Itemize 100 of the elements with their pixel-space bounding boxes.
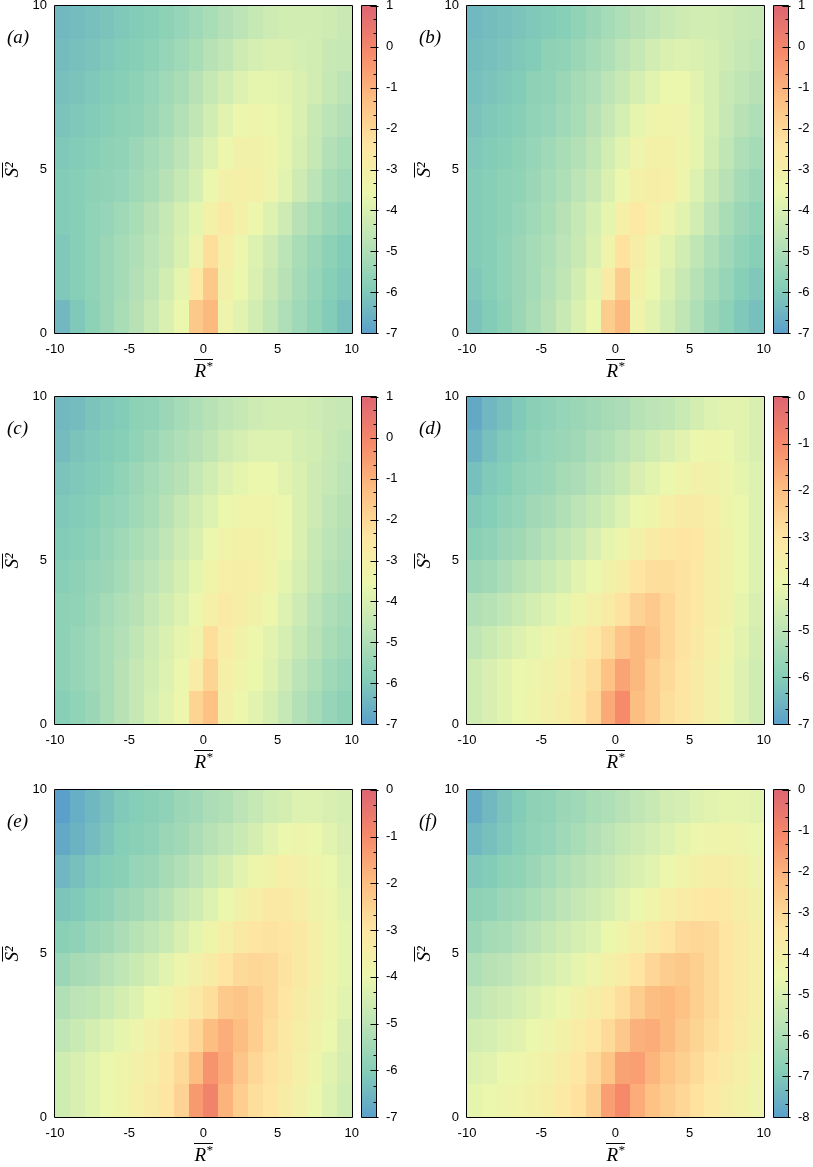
color-bar-label: -4 [386, 968, 398, 984]
y-axis-title: S² [1, 161, 22, 178]
y-tick-label: 0 [39, 324, 47, 340]
x-tick-label: 0 [611, 1125, 619, 1141]
color-bar-label: 1 [386, 388, 394, 404]
color-bar-label: -4 [798, 945, 810, 961]
color-bar-label: 1 [798, 0, 806, 13]
x-tick-label: 0 [199, 732, 207, 748]
y-tick-label: 0 [451, 324, 459, 340]
color-bar-label: -2 [386, 120, 398, 136]
color-bar-label: -7 [386, 324, 398, 340]
color-bar-label: 0 [386, 38, 394, 54]
x-tick-label: -5 [535, 1125, 547, 1141]
color-bar-label: -1 [798, 822, 810, 838]
color-bar-label: -7 [798, 324, 810, 340]
x-tick-label: 10 [344, 732, 359, 748]
color-bar-label: 0 [386, 429, 394, 445]
x-axis-title: R$^{*}$ [194, 748, 213, 772]
x-tick-label: 0 [199, 1125, 207, 1141]
y-tick-label: 10 [32, 388, 47, 404]
text: (d) [419, 417, 442, 438]
color-bar-label: -1 [386, 470, 398, 486]
y-axis-title: S² [413, 161, 434, 178]
color-bar-label: 0 [386, 781, 394, 797]
x-tick-label: -10 [457, 1125, 477, 1141]
color-bar-label: -7 [386, 715, 398, 731]
x-tick-label: -5 [535, 732, 547, 748]
color-bar-label: 0 [798, 388, 806, 404]
text: (b) [419, 26, 442, 47]
y-tick-label: 10 [444, 0, 459, 13]
color-bar-label: -3 [798, 904, 810, 920]
y-tick-label: 5 [39, 160, 47, 176]
y-axis-title: S² [1, 945, 22, 962]
color-bar-label: -3 [386, 161, 398, 177]
y-tick-label: 5 [451, 160, 459, 176]
y-tick-label: 5 [39, 551, 47, 567]
color-bar-label: -2 [386, 874, 398, 890]
color-bar-label: -5 [386, 633, 398, 649]
color-bar-label: -5 [798, 986, 810, 1001]
x-tick-label: 0 [199, 341, 207, 357]
x-tick-label: 10 [344, 1125, 359, 1141]
x-tick-label: 5 [685, 341, 694, 357]
color-bar-label: -4 [386, 593, 398, 608]
color-bar-label: -6 [798, 283, 810, 299]
x-tick-label: 5 [273, 732, 282, 748]
color-bar-label: -2 [798, 863, 810, 879]
text: (c) [7, 417, 29, 438]
y-tick-label: 5 [451, 944, 459, 960]
x-axis-title: R$^{*}$ [606, 357, 625, 381]
x-tick-label: 5 [273, 1125, 282, 1141]
color-bar-label: -3 [386, 921, 398, 937]
color-bar-label: -5 [798, 242, 810, 258]
x-tick-label: -10 [45, 732, 65, 748]
y-tick-label: 10 [32, 781, 47, 797]
x-tick-label: 0 [611, 341, 619, 357]
x-axis-title: R$^{*}$ [194, 357, 213, 381]
color-bar-label: -8 [798, 1108, 810, 1124]
text: (a) [7, 26, 30, 47]
color-bar-label: -5 [386, 242, 398, 258]
x-tick-label: -5 [535, 341, 547, 357]
y-tick-label: 0 [39, 1108, 47, 1124]
x-tick-label: 5 [685, 1125, 694, 1141]
y-tick-label: 0 [451, 1108, 459, 1124]
x-tick-label: -5 [123, 1125, 135, 1141]
x-axis-title: R$^{*}$ [194, 1141, 213, 1165]
color-bar-label: -1 [386, 79, 398, 95]
x-tick-label: -10 [457, 732, 477, 748]
x-tick-label: 10 [344, 341, 359, 357]
x-tick-label: 5 [273, 341, 282, 357]
y-tick-label: 5 [451, 551, 459, 567]
x-tick-label: -5 [123, 341, 135, 357]
x-tick-label: -10 [457, 341, 477, 357]
x-tick-label: 10 [756, 341, 771, 357]
color-bar-label: -6 [386, 1062, 398, 1078]
y-tick-label: 0 [39, 715, 47, 731]
color-bar-label: -1 [798, 435, 810, 451]
y-tick-label: 0 [451, 715, 459, 731]
y-tick-label: 5 [39, 944, 47, 960]
color-bar-label: -6 [798, 669, 810, 685]
x-tick-label: 10 [756, 1125, 771, 1141]
color-bar-label: -7 [798, 1067, 810, 1083]
color-bar-label: -5 [798, 622, 810, 638]
x-tick-label: -5 [123, 732, 135, 748]
x-axis-title: R$^{*}$ [606, 748, 625, 772]
color-bar-label: -5 [386, 1015, 398, 1031]
color-bar-label: -2 [798, 481, 810, 497]
color-bar-label: -3 [386, 552, 398, 568]
color-bar-label: 0 [798, 781, 806, 797]
y-axis-title: S² [1, 552, 22, 569]
color-bar-label: 1 [386, 0, 394, 13]
color-bar-label: -2 [386, 511, 398, 527]
color-bar-label: -6 [798, 1026, 810, 1042]
x-tick-label: 0 [611, 732, 619, 748]
color-bar-label: -4 [386, 202, 398, 217]
y-tick-label: 10 [444, 388, 459, 404]
color-bar-label: -1 [386, 828, 398, 844]
color-bar-label: -7 [386, 1108, 398, 1124]
color-bar-label: -3 [798, 528, 810, 544]
y-tick-label: 10 [32, 0, 47, 13]
y-axis-title: S² [413, 552, 434, 569]
